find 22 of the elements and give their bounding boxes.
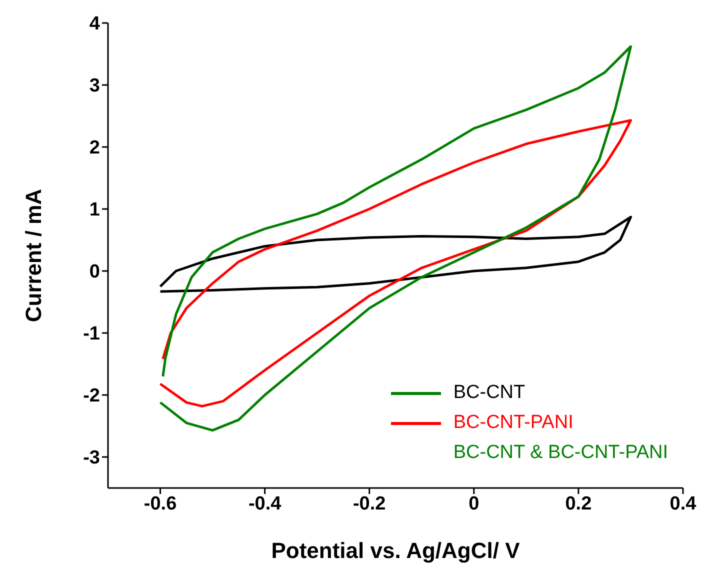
x-axis-title: Potential vs. Ag/AgCl/ V	[271, 538, 520, 563]
y-tick-label: 1	[89, 200, 100, 221]
y-tick-label: 3	[89, 76, 100, 97]
y-tick-label: 2	[89, 138, 100, 159]
y-tick-label: -1	[83, 324, 100, 345]
legend-label: BC-CNT-PANI	[453, 411, 574, 435]
x-tick-label: 0.2	[565, 493, 592, 514]
y-tick-label: 4	[89, 14, 100, 35]
x-tick-label: 0.4	[670, 493, 697, 514]
x-tick-label: -0.2	[352, 493, 386, 514]
annotation: BC-CNT & BC-CNT-PANI	[452, 441, 668, 465]
x-tick-label: -0.4	[248, 493, 282, 514]
y-tick-label: -3	[83, 448, 100, 469]
line-series	[159, 216, 632, 293]
line-series	[159, 45, 632, 432]
y-tick-label: 0	[89, 262, 100, 283]
line-series	[159, 119, 632, 408]
x-tick-label: -0.6	[144, 493, 177, 514]
legend-label: BC-CNT	[453, 381, 526, 405]
y-tick-label: -2	[83, 386, 100, 407]
y-axis-title: Current / mA	[20, 188, 46, 322]
x-tick-label: 0	[468, 493, 480, 514]
